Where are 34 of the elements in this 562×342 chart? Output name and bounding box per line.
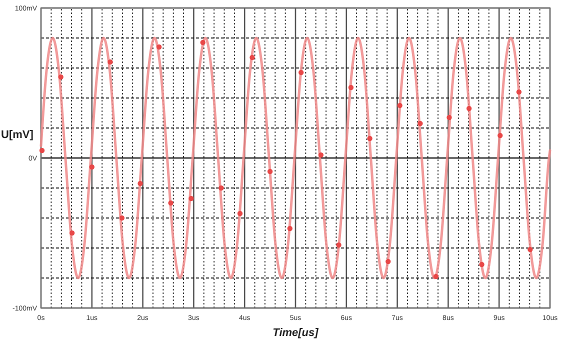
point [386,258,391,264]
point [287,226,292,232]
point [58,74,64,80]
point [418,120,423,126]
point [188,196,194,202]
point [39,148,45,154]
point [200,40,206,46]
point [318,152,324,158]
point [336,242,342,248]
point [498,132,503,138]
point [168,200,174,206]
point [367,136,372,142]
point [89,164,94,170]
line-series [40,36,552,280]
point [466,106,472,112]
point [446,114,452,120]
point [237,210,243,216]
point [267,168,273,174]
point [479,262,484,268]
point [397,102,402,108]
x-axis-title: Time[us] [272,327,319,339]
point [108,59,113,65]
point [138,180,143,186]
point [528,246,533,252]
point [348,84,354,90]
point [218,185,224,191]
point [298,70,304,76]
point [119,215,125,221]
point [433,274,439,280]
point [156,44,162,50]
point [250,54,255,60]
y-axis-title: U[mV] [1,129,34,141]
point [516,89,522,95]
point [69,230,75,236]
